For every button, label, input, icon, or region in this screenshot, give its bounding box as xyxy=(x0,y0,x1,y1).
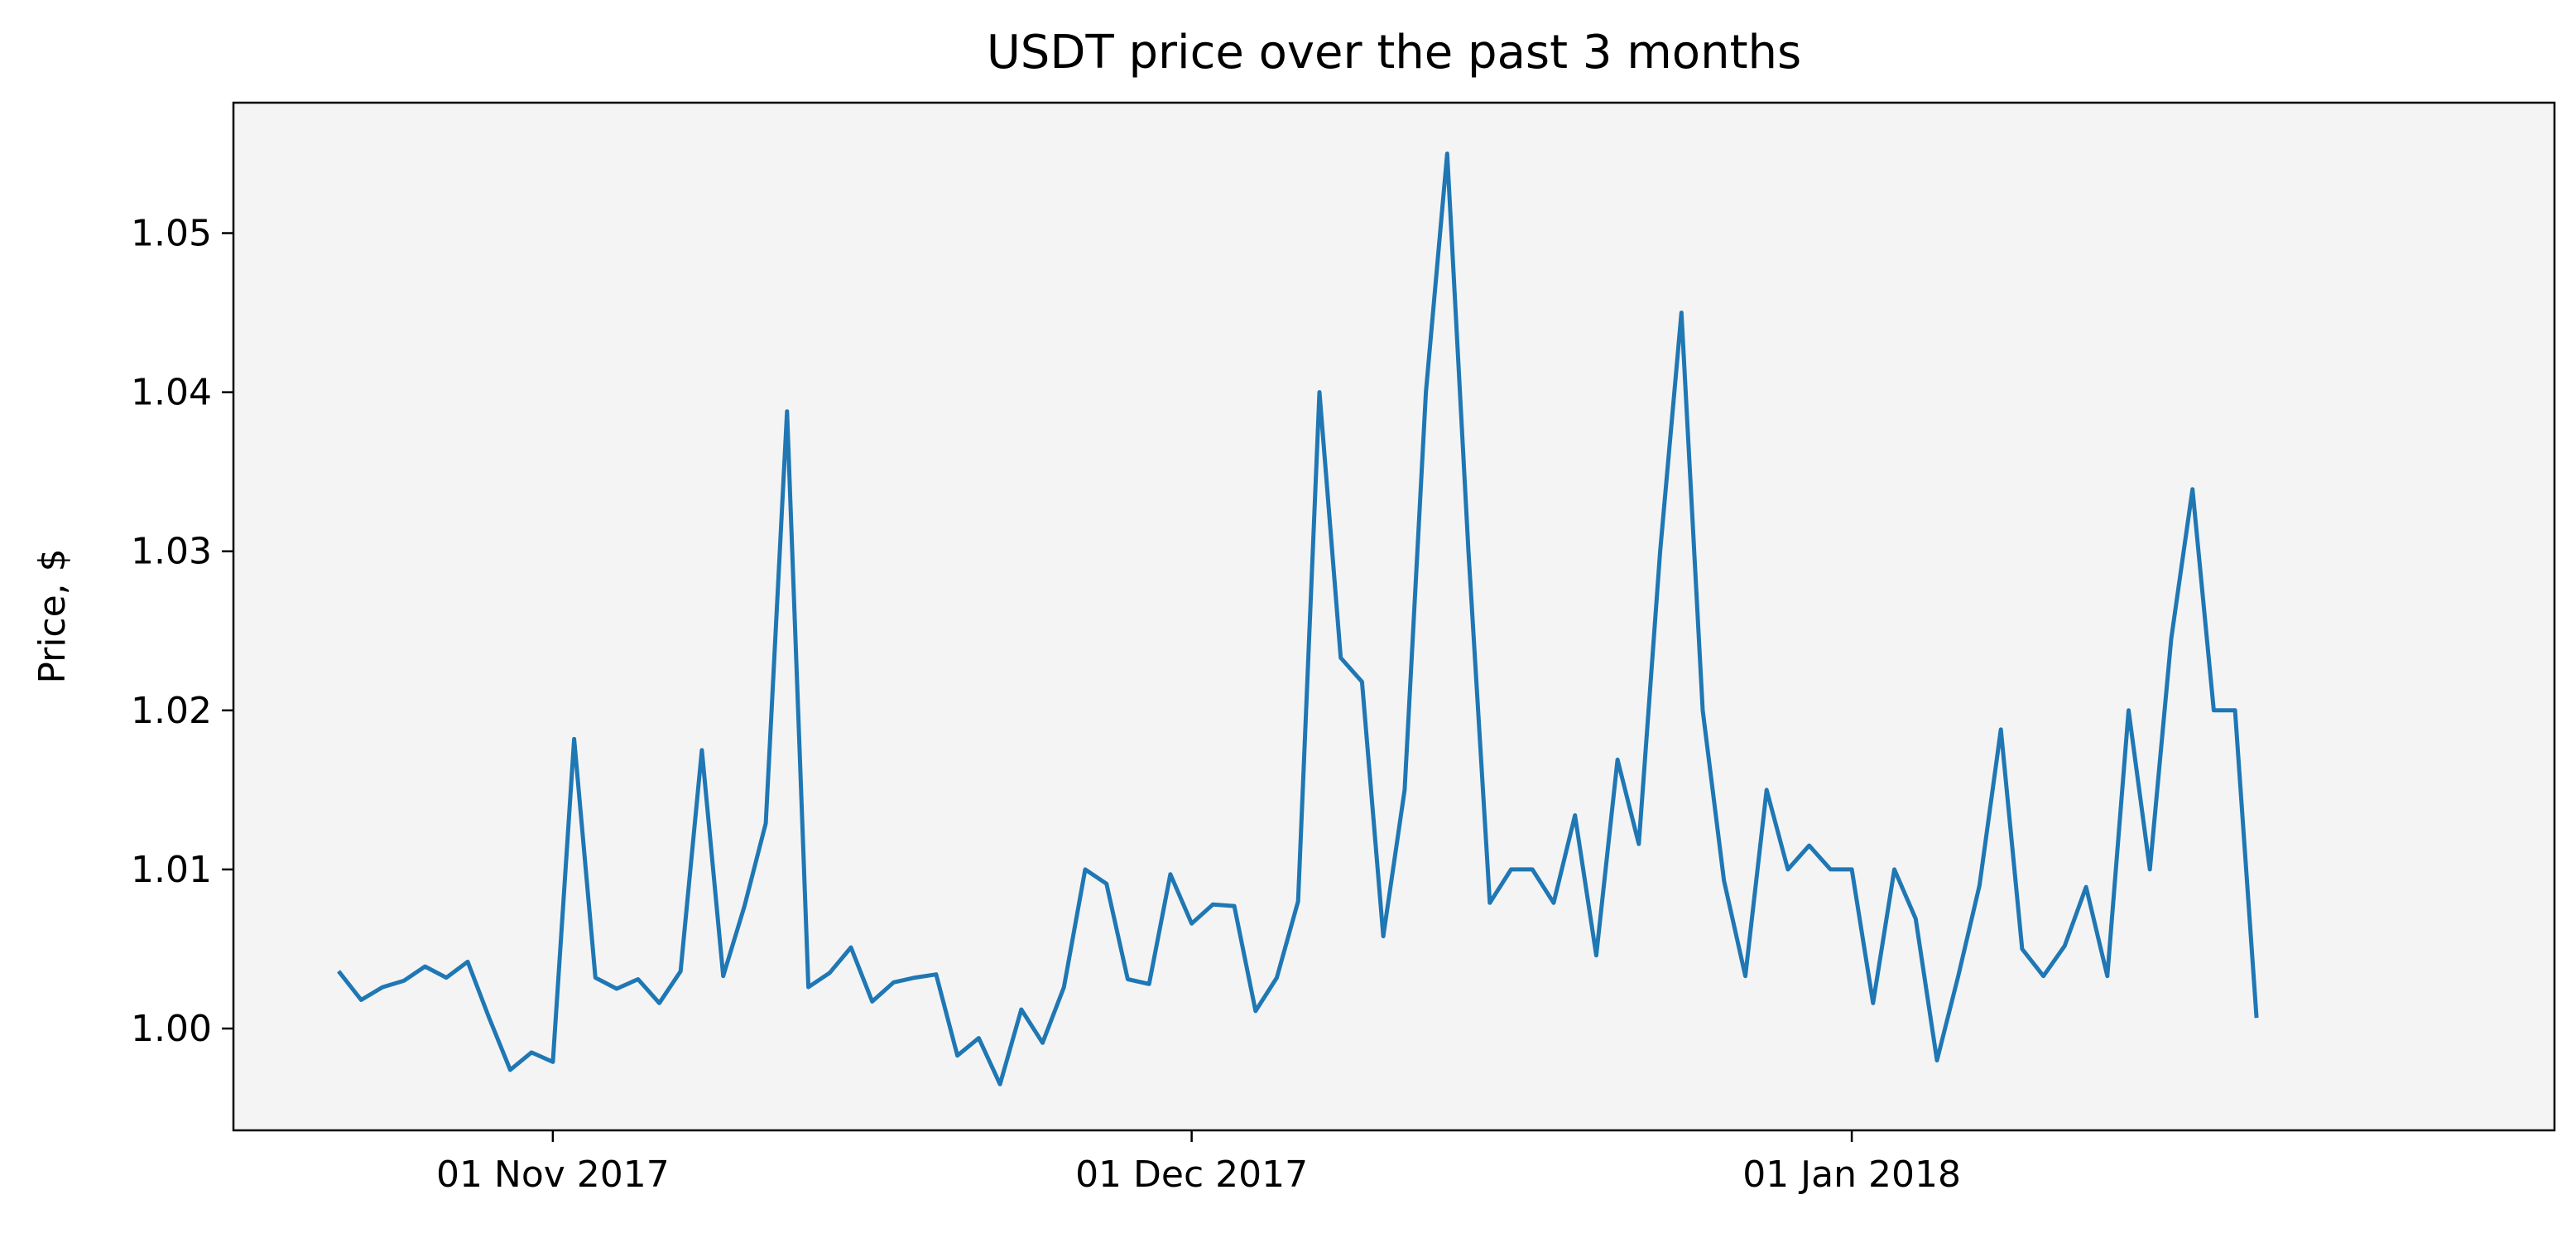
x-axis: 01 Nov 2017 01 Dec 2017 01 Jan 2018 xyxy=(436,1130,1961,1196)
plot-frame xyxy=(232,101,2556,1132)
y-tick-label: 1.02 xyxy=(131,690,212,732)
y-tick-label: 1.00 xyxy=(131,1008,212,1050)
y-tick-label: 1.01 xyxy=(131,849,212,891)
y-tick-label: 1.03 xyxy=(131,531,212,573)
x-tick-label: 01 Nov 2017 xyxy=(436,1154,670,1196)
x-tick-label: 01 Jan 2018 xyxy=(1742,1154,1961,1196)
chart-title: USDT price over the past 3 months xyxy=(987,26,1801,79)
series-line-0 xyxy=(337,152,2259,1086)
y-tick-label: 1.04 xyxy=(131,372,212,414)
y-axis-label: Price, $ xyxy=(31,548,74,683)
y-axis: 1.00 1.01 1.02 1.03 1.04 1.05 xyxy=(131,213,233,1050)
y-tick-label: 1.05 xyxy=(131,213,212,255)
plot-background xyxy=(233,103,2554,1130)
series-layer xyxy=(337,152,2259,1086)
x-tick-label: 01 Dec 2017 xyxy=(1075,1154,1308,1196)
